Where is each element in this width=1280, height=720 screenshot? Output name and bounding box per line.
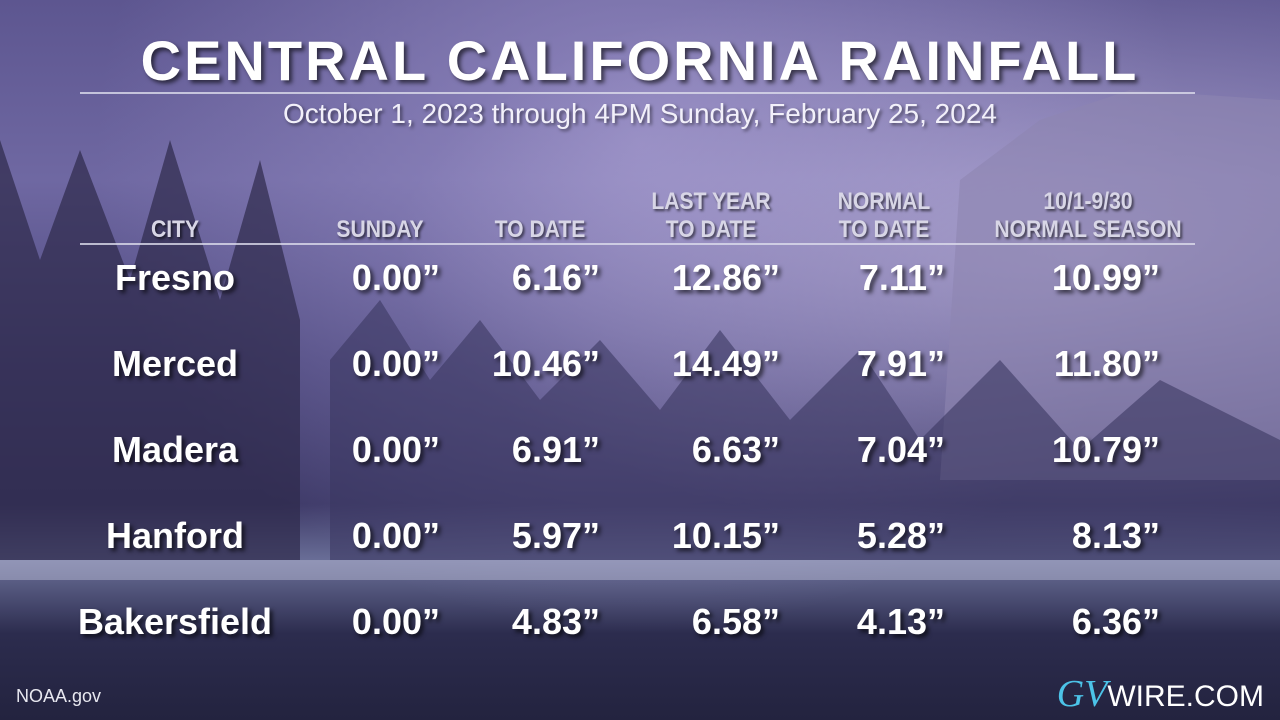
rainfall-value: 6.16” (511, 257, 600, 298)
city-name: Bakersfield (77, 601, 273, 642)
logo: GVWIRE.COM (1057, 672, 1264, 716)
rainfall-value: 0.00” (351, 429, 440, 470)
subtitle: October 1, 2023 through 4PM Sunday, Febr… (283, 98, 997, 129)
column-header: CITY (150, 216, 200, 243)
column-header: LAST YEAR (651, 188, 771, 215)
rainfall-value: 0.00” (351, 257, 440, 298)
title-rule (80, 92, 1195, 94)
rainfall-value: 7.11” (858, 257, 945, 298)
rainfall-value: 6.63” (691, 429, 780, 470)
rainfall-value: 8.13” (1071, 515, 1160, 556)
rainfall-value: 12.86” (671, 257, 780, 298)
rainfall-value: 6.91” (511, 429, 600, 470)
rainfall-value: 6.36” (1071, 601, 1160, 642)
rainfall-value: 10.15” (671, 515, 780, 556)
rainfall-value: 0.00” (351, 515, 440, 556)
source: NOAA.gov (16, 686, 102, 706)
rainfall-value: 14.49” (671, 343, 780, 384)
column-header: TO DATE (665, 216, 757, 243)
rainfall-value: 5.97” (511, 515, 600, 556)
city-name: Madera (111, 429, 239, 470)
logo-mark: GV (1056, 673, 1108, 715)
title: CENTRAL CALIFORNIA RAINFALL (140, 29, 1140, 92)
rainfall-value: 10.46” (491, 343, 600, 384)
rainfall-value: 0.00” (351, 343, 440, 384)
rainfall-value: 11.80” (1053, 343, 1160, 384)
column-header: TO DATE (494, 216, 586, 243)
header-rule (80, 243, 1195, 245)
column-header: NORMAL (837, 188, 931, 215)
city-name: Merced (111, 343, 239, 384)
rainfall-value: 4.83” (511, 601, 600, 642)
rainfall-value: 6.58” (691, 601, 780, 642)
rainfall-value: 5.28” (856, 515, 945, 556)
city-name: Fresno (114, 257, 236, 298)
rainfall-value: 7.91” (856, 343, 945, 384)
column-header: TO DATE (838, 216, 930, 243)
rainfall-value: 4.13” (856, 601, 945, 642)
logo-text: WIRE.COM (1107, 680, 1264, 713)
city-name: Hanford (106, 515, 244, 556)
rainfall-value: 7.04” (856, 429, 945, 470)
rainfall-value: 10.99” (1051, 257, 1160, 298)
rainfall-value: 10.79” (1051, 429, 1160, 470)
column-header: SUNDAY (336, 216, 424, 243)
rainfall-value: 0.00” (351, 601, 440, 642)
column-header: 10/1-9/30 (1043, 188, 1133, 215)
column-header: NORMAL SEASON (994, 216, 1182, 243)
